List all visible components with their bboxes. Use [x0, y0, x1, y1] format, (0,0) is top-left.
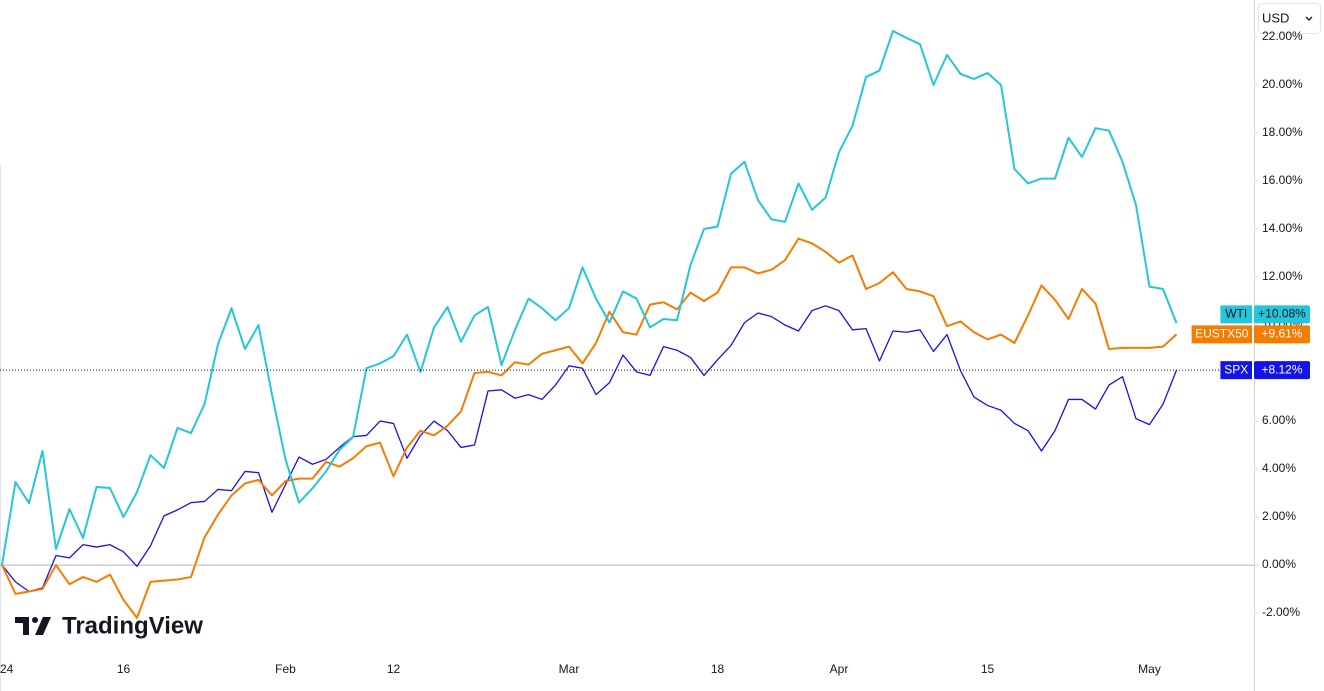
x-tick-label: 12: [387, 662, 401, 676]
series-line: [1, 29, 1178, 566]
chevron[interactable]: [1305, 16, 1313, 21]
name-box: [1191, 325, 1252, 344]
name-box: [1220, 305, 1252, 324]
x-tick-label: Mar: [559, 662, 580, 676]
y-tick-label: 4.00%: [1262, 461, 1296, 475]
y-tick-label: 16.00%: [1262, 173, 1303, 187]
series-line: [1, 305, 1178, 593]
currency-box[interactable]: [1258, 3, 1321, 34]
x-tick-label: Apr: [830, 662, 849, 676]
y-tick-label: 20.00%: [1262, 77, 1303, 91]
currency-label[interactable]: USD: [1262, 10, 1289, 25]
x-tick-label: May: [1138, 662, 1161, 676]
y-tick-label: 12.00%: [1262, 269, 1303, 283]
last-value-label: EUSTX50 +9.61%: [1191, 325, 1310, 344]
y-tick-label: 2.00%: [1262, 509, 1296, 523]
value-box: [1254, 325, 1310, 344]
y-tick-label: 22.00%: [1262, 29, 1303, 43]
logo-slash: [35, 617, 51, 635]
watermark: TradingView: [62, 612, 203, 639]
x-tick-label: 24: [0, 662, 14, 676]
legend-name: WTI: [1225, 307, 1247, 321]
logo-t: [15, 617, 29, 635]
last-value-label: SPX +8.12%: [1220, 361, 1310, 380]
currency-select[interactable]: USD: [1258, 3, 1321, 34]
value-label: +10.08%: [1258, 307, 1306, 321]
x-tick-label: 18: [711, 662, 725, 676]
logo-dot: [32, 617, 38, 623]
legend-name: EUSTX50: [1195, 327, 1249, 341]
x-tick-label: Feb: [275, 662, 296, 676]
name-box: [1220, 361, 1252, 380]
series-line: [1, 237, 1178, 619]
last-value-label: WTI +10.08%: [1220, 305, 1310, 324]
y-tick-label: 6.00%: [1262, 413, 1296, 427]
y-tick-label: 18.00%: [1262, 125, 1303, 139]
value-box: [1254, 305, 1310, 324]
value-label: +9.61%: [1261, 327, 1302, 341]
y-tick-label: -2.00%: [1262, 605, 1300, 619]
y-tick-label: 14.00%: [1262, 221, 1303, 235]
x-tick-label: 15: [981, 662, 995, 676]
value-box: [1254, 361, 1310, 380]
x-tick-label: 16: [117, 662, 131, 676]
value-label: +8.12%: [1261, 362, 1302, 376]
y-tick-label: 0.00%: [1262, 557, 1296, 571]
legend-name: SPX: [1224, 362, 1248, 376]
logo: TradingView: [15, 612, 203, 639]
